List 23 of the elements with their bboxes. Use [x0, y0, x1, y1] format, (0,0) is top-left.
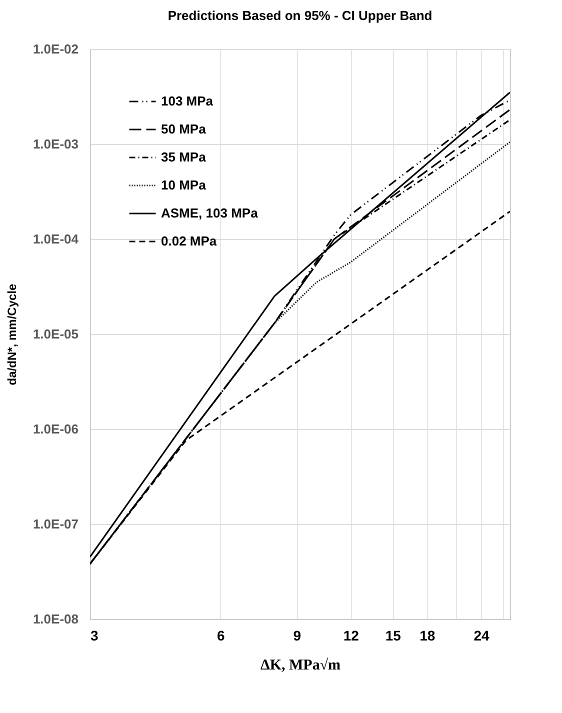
legend-label: 10 MPa — [161, 178, 207, 192]
legend-label: 50 MPa — [161, 122, 207, 136]
chart-title: Predictions Based on 95% - CI Upper Band — [168, 8, 432, 23]
x-axis-title: ΔK, MPa√m — [260, 658, 342, 674]
x-tick-label: 12 — [343, 628, 360, 644]
y-tick-label: 1.0E-02 — [32, 42, 78, 56]
y-tick-label: 1.0E-03 — [32, 136, 78, 152]
y-tick-label: 1.0E-06 — [32, 422, 78, 436]
legend-label: 0.02 MPa — [161, 234, 218, 248]
x-tick-label: 15 — [385, 628, 402, 644]
legend-label: 103 MPa — [161, 94, 214, 108]
y-axis-title: da/dN*, mm/Cycle — [4, 283, 19, 386]
x-tick-label: 18 — [420, 628, 436, 644]
y-tick-label: 1.0E-08 — [32, 612, 78, 626]
legend-label: ASME, 103 MPa — [161, 206, 259, 220]
x-tick-label: 6 — [216, 628, 225, 644]
x-tick-label: 9 — [293, 628, 302, 644]
y-tick-label: 1.0E-04 — [32, 232, 80, 246]
y-tick-label: 1.0E-07 — [32, 516, 78, 532]
x-tick-label: 24 — [474, 628, 490, 644]
y-tick-label: 1.0E-05 — [32, 326, 78, 342]
x-tick-label: 3 — [90, 628, 98, 644]
legend-label: 35 MPa — [161, 150, 207, 164]
